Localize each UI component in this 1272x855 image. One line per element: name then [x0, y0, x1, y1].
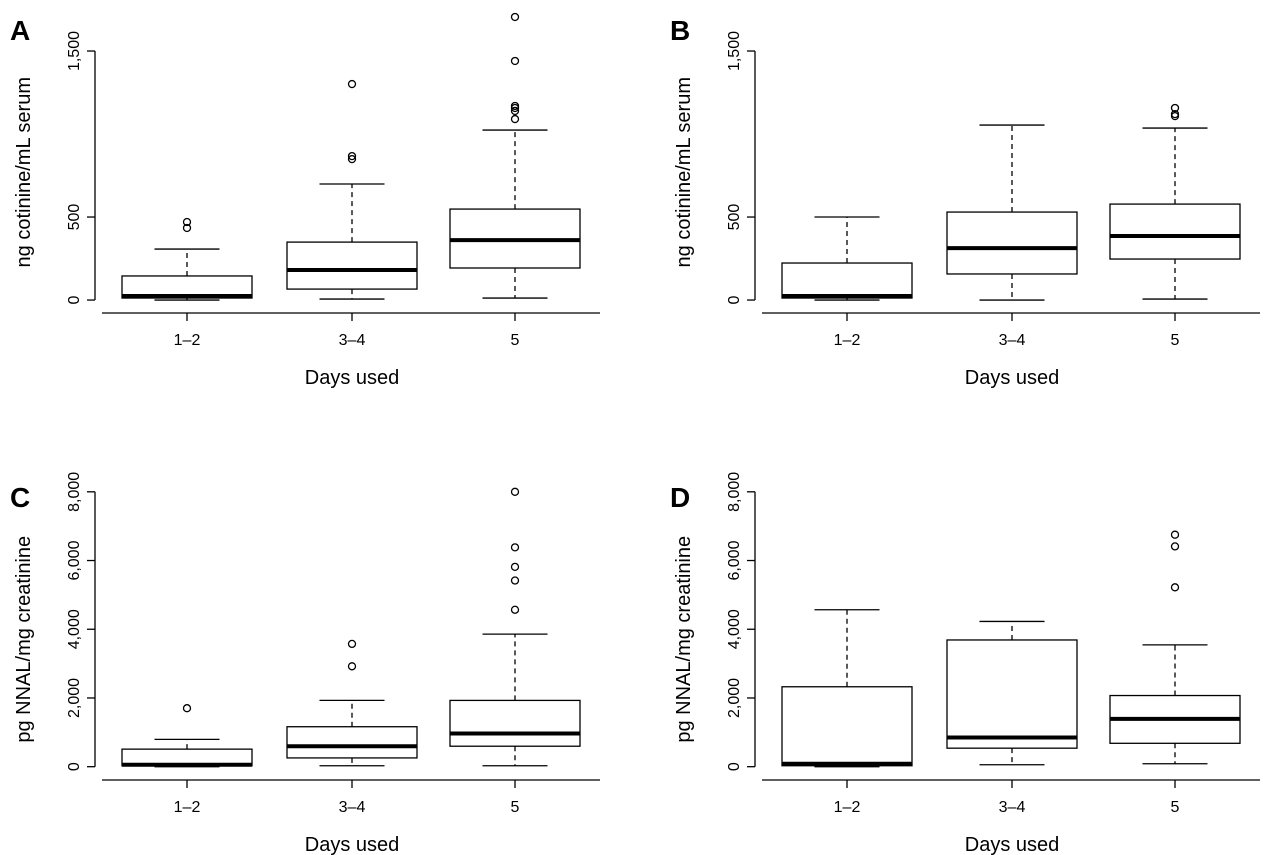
y-axis-label: pg NNAL/mg creatinine: [673, 536, 695, 743]
x-tick-label: 5: [511, 332, 520, 349]
y-axis-label: ng cotinine/mL serum: [13, 77, 35, 267]
x-axis-label: Days used: [965, 367, 1060, 389]
box: [449, 699, 581, 747]
outlier: [347, 151, 357, 161]
x-axis-label: Days used: [965, 834, 1060, 855]
outlier: [347, 639, 357, 649]
outlier: [1170, 530, 1180, 539]
y-axis-label: pg NNAL/mg creatinine: [13, 536, 35, 743]
outlier: [510, 576, 520, 585]
y-tick-label: 1,500: [66, 31, 83, 71]
y-tick-label: 8,000: [66, 472, 83, 512]
x-axis-label: Days used: [305, 367, 400, 389]
box: [286, 726, 418, 759]
box: [781, 686, 913, 767]
outlier: [1170, 109, 1180, 119]
outlier: [1170, 583, 1180, 592]
x-tick-label: 3–4: [339, 332, 366, 349]
box: [286, 241, 418, 290]
x-tick-label: 1–2: [834, 332, 861, 349]
box: [946, 211, 1078, 275]
x-tick-label: 5: [511, 799, 520, 816]
x-tick-label: 1–2: [834, 799, 861, 816]
outlier: [510, 605, 520, 614]
panel-label: C: [10, 482, 30, 513]
outlier: [510, 12, 520, 22]
y-tick-label: 4,000: [66, 609, 83, 649]
y-axis-label: ng cotinine/mL serum: [673, 77, 695, 267]
outlier: [347, 154, 357, 164]
outlier: [510, 114, 520, 124]
outlier: [1170, 542, 1180, 551]
outlier: [347, 79, 357, 89]
outlier: [182, 217, 192, 227]
y-tick-label: 8,000: [726, 472, 743, 512]
x-tick-label: 3–4: [999, 332, 1026, 349]
y-tick-label: 500: [726, 204, 743, 231]
x-tick-label: 3–4: [999, 799, 1026, 816]
y-tick-label: 0: [66, 295, 83, 304]
x-tick-label: 5: [1171, 799, 1180, 816]
outlier: [1170, 103, 1180, 113]
outlier: [510, 487, 520, 496]
y-tick-label: 2,000: [66, 678, 83, 718]
panel-label: D: [670, 482, 690, 513]
outlier: [510, 543, 520, 552]
outlier: [347, 662, 357, 671]
outlier: [510, 56, 520, 66]
y-tick-label: 2,000: [726, 678, 743, 718]
outlier: [510, 562, 520, 572]
outlier: [182, 223, 192, 233]
y-tick-label: 4,000: [726, 609, 743, 649]
y-tick-label: 500: [66, 204, 83, 231]
y-tick-label: 0: [66, 762, 83, 771]
x-tick-label: 5: [1171, 332, 1180, 349]
y-tick-label: 6,000: [726, 540, 743, 580]
y-tick-label: 0: [726, 762, 743, 771]
panel-label: B: [670, 15, 690, 46]
box: [781, 262, 913, 299]
y-tick-label: 1,500: [726, 31, 743, 71]
box: [1109, 203, 1241, 260]
box: [946, 639, 1078, 749]
x-tick-label: 1–2: [174, 799, 201, 816]
y-tick-label: 0: [726, 295, 743, 304]
outlier: [510, 101, 520, 111]
panel-label: A: [10, 15, 30, 46]
outlier: [182, 704, 192, 713]
x-tick-label: 3–4: [339, 799, 366, 816]
y-tick-label: 6,000: [66, 540, 83, 580]
x-tick-label: 1–2: [174, 332, 201, 349]
outlier: [510, 106, 520, 116]
x-axis-label: Days used: [305, 834, 400, 855]
